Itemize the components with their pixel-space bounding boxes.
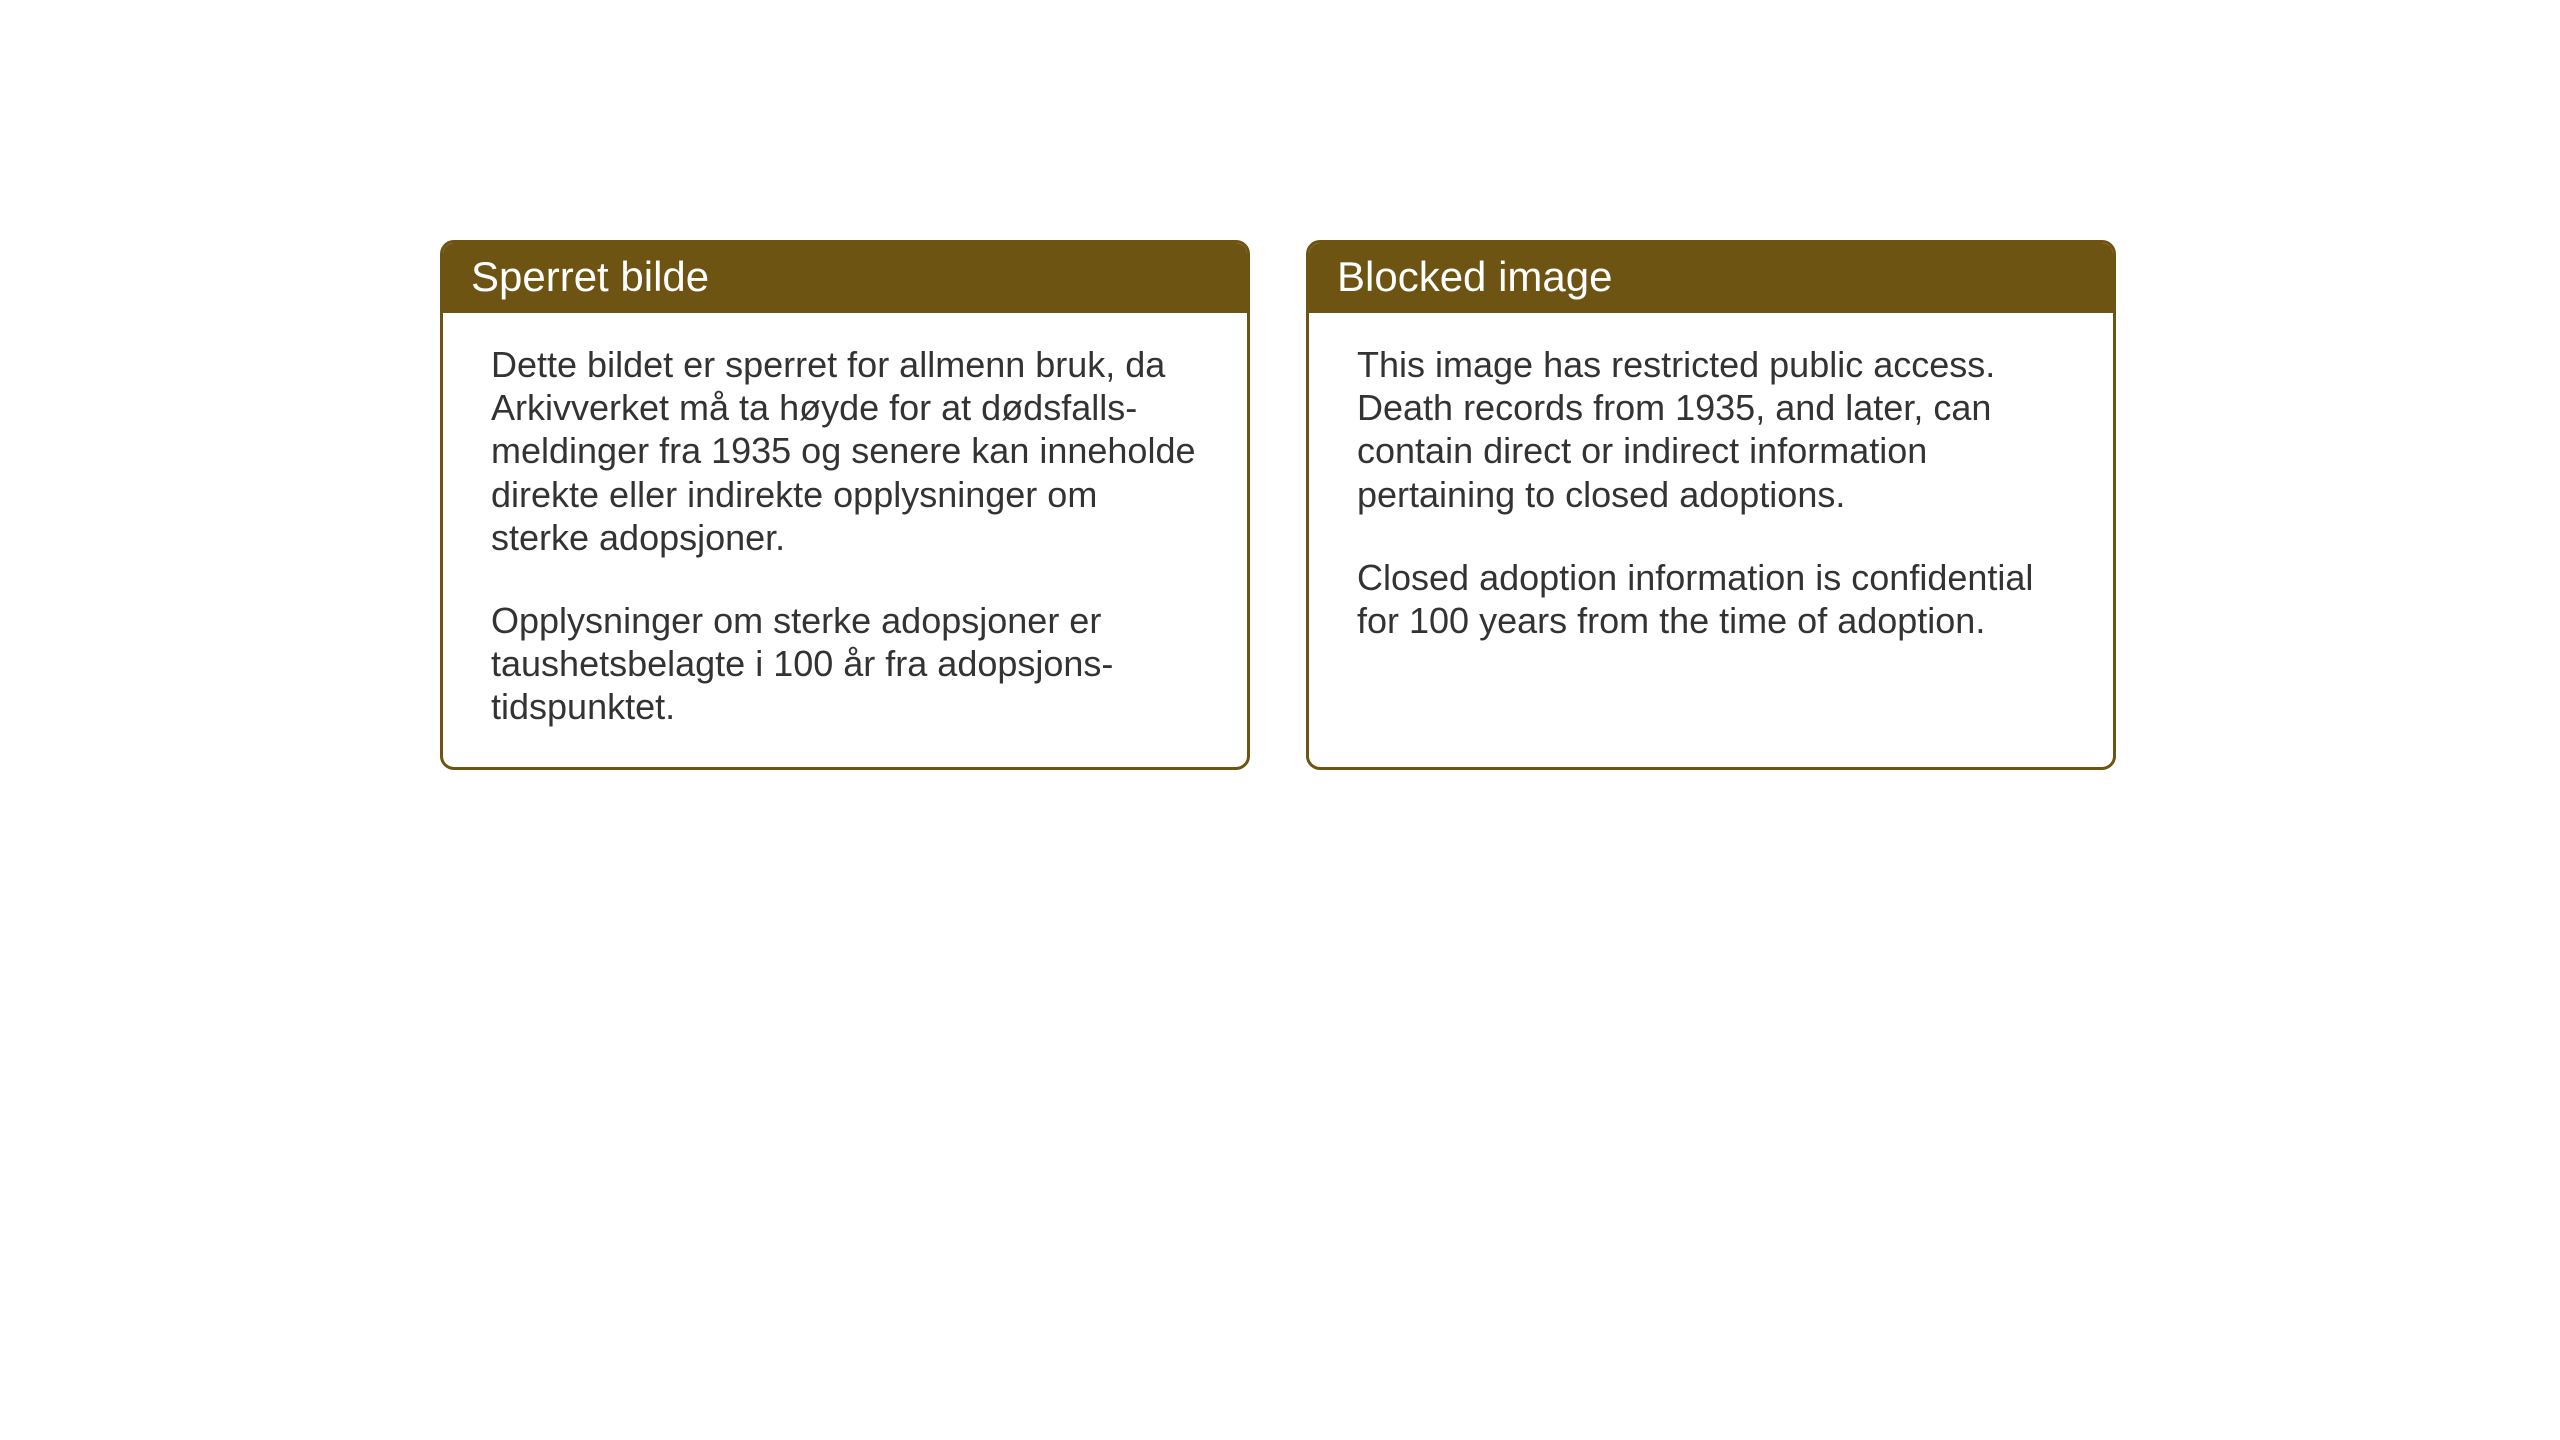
card-paragraph-2-norwegian: Opplysninger om sterke adopsjoner er tau… <box>491 599 1199 729</box>
notice-card-norwegian: Sperret bilde Dette bildet er sperret fo… <box>440 240 1250 770</box>
card-body-norwegian: Dette bildet er sperret for allmenn bruk… <box>443 313 1247 767</box>
card-header-norwegian: Sperret bilde <box>443 243 1247 313</box>
card-body-english: This image has restricted public access.… <box>1309 313 2113 680</box>
notice-card-english: Blocked image This image has restricted … <box>1306 240 2116 770</box>
card-paragraph-2-english: Closed adoption information is confident… <box>1357 556 2065 642</box>
card-title-norwegian: Sperret bilde <box>471 253 709 300</box>
card-paragraph-1-norwegian: Dette bildet er sperret for allmenn bruk… <box>491 343 1199 559</box>
card-paragraph-1-english: This image has restricted public access.… <box>1357 343 2065 516</box>
notice-container: Sperret bilde Dette bildet er sperret fo… <box>440 240 2116 770</box>
card-title-english: Blocked image <box>1337 253 1612 300</box>
card-header-english: Blocked image <box>1309 243 2113 313</box>
